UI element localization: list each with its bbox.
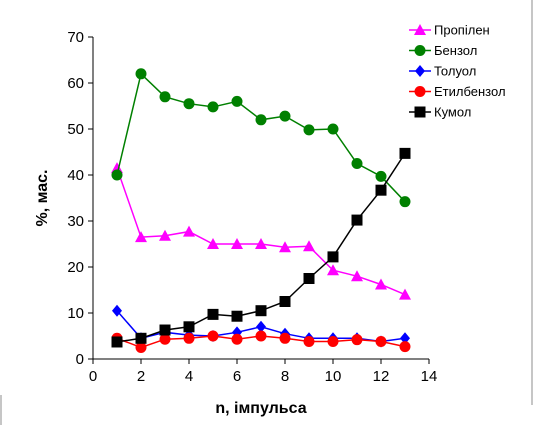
series-2 [111, 68, 411, 208]
x-tick-label: 14 [421, 368, 438, 385]
series-2-point [399, 196, 411, 208]
legend-entry-3-label: Толуол [434, 64, 476, 79]
series-5-point [279, 296, 291, 307]
series-4-point [255, 330, 267, 342]
series-2-point [231, 95, 243, 107]
series-4-point [351, 334, 363, 346]
series-2-point [351, 158, 363, 169]
series-4-point [207, 330, 219, 342]
series-4-point [231, 333, 243, 345]
y-tick-label: 30 [67, 213, 84, 230]
y-tick-label: 20 [67, 259, 84, 276]
series-4-point [375, 336, 387, 348]
series-2-point [375, 170, 387, 182]
legend-entry-2: Бензол [409, 43, 477, 58]
x-tick-label: 4 [185, 368, 193, 385]
series-5-point [111, 336, 123, 348]
series-3-point [400, 332, 410, 345]
series-5-point [375, 184, 387, 196]
legend-entry-4-label: Етилбензол [434, 84, 506, 99]
series-1-point [279, 241, 291, 253]
series-1-point [231, 238, 243, 249]
legend-entry-5-marker [414, 106, 426, 118]
series-4-point [399, 341, 411, 353]
series-1-point [255, 238, 267, 249]
y-tick-label: 10 [67, 305, 84, 322]
series-4-point [183, 332, 195, 344]
series-2-point [159, 91, 171, 103]
series-1 [111, 162, 411, 300]
legend-entry-4: Етилбензол [409, 84, 506, 99]
series-4-point [135, 342, 147, 353]
series-3-point [256, 320, 266, 333]
series-1-point [111, 162, 123, 174]
series-2-point [303, 124, 315, 136]
x-tick-label: 10 [325, 368, 342, 385]
series-5-point [135, 332, 147, 344]
series-1-point [327, 264, 339, 276]
series-2-point [111, 169, 123, 181]
series-3-point [112, 304, 122, 317]
x-tick-label: 8 [281, 368, 289, 385]
series-5-point [303, 273, 315, 284]
series-5-point [255, 305, 267, 317]
legend-entry-1-marker [414, 24, 426, 35]
series-4-point [279, 332, 291, 344]
x-tick-label: 0 [89, 368, 97, 385]
series-group [111, 68, 411, 353]
legend-entry-5-label: Кумол [434, 105, 471, 120]
series-5-point [399, 147, 411, 159]
series-5-point [183, 321, 195, 333]
x-tick-label: 6 [233, 368, 241, 385]
legend-entry-2-label: Бензол [434, 43, 477, 58]
series-2-point [207, 101, 219, 113]
y-tick-label: 0 [76, 351, 84, 368]
x-axis-title: n, імпульса [215, 400, 306, 417]
y-axis-title: %, мас. [34, 170, 51, 227]
series-4-point [159, 333, 171, 345]
y-ticks: 0 10 20 30 40 50 60 70 [67, 29, 93, 368]
series-1-point [351, 270, 363, 282]
y-tick-label: 40 [67, 167, 84, 184]
legend-entry-5: Кумол [409, 105, 471, 120]
series-2-point [327, 123, 339, 135]
series-1-point [159, 229, 171, 241]
legend-entry-3: Толуол [409, 64, 476, 79]
series-5-point [231, 310, 243, 322]
series-5-point [327, 251, 339, 263]
series-5-point [159, 324, 171, 336]
series-5-point [351, 214, 363, 226]
series-2-point [279, 110, 291, 122]
series-1-point [375, 278, 387, 290]
series-5-point [207, 308, 219, 320]
series-1-point [135, 231, 147, 243]
series-2-point [255, 114, 267, 126]
legend-entry-1-label: Пропілен [434, 23, 490, 38]
legend-entry-4-marker [414, 86, 426, 97]
y-tick-label: 70 [67, 29, 84, 46]
legend-entry-1: Пропілен [409, 23, 490, 38]
series-5 [111, 147, 411, 348]
series-1-point [207, 238, 219, 249]
legend-entry-3-marker [415, 65, 425, 77]
series-1-point [399, 288, 411, 300]
legend-entry-2-marker [414, 45, 426, 56]
x-ticks: 0 2 4 6 8 10 12 14 [89, 359, 438, 385]
series-2-point [183, 98, 195, 110]
x-tick-label: 2 [137, 368, 145, 385]
series-4-point [303, 336, 315, 348]
legend: Пропілен Бензол Толуол Етилбензол Кумол [409, 23, 506, 120]
y-tick-label: 60 [67, 75, 84, 92]
series-1-point [183, 225, 195, 237]
y-tick-label: 50 [67, 121, 84, 138]
series-4-point [327, 336, 339, 348]
series-2-point [135, 68, 147, 80]
axes [92, 37, 429, 360]
x-tick-label: 12 [373, 368, 390, 385]
series-1-point [303, 240, 315, 252]
